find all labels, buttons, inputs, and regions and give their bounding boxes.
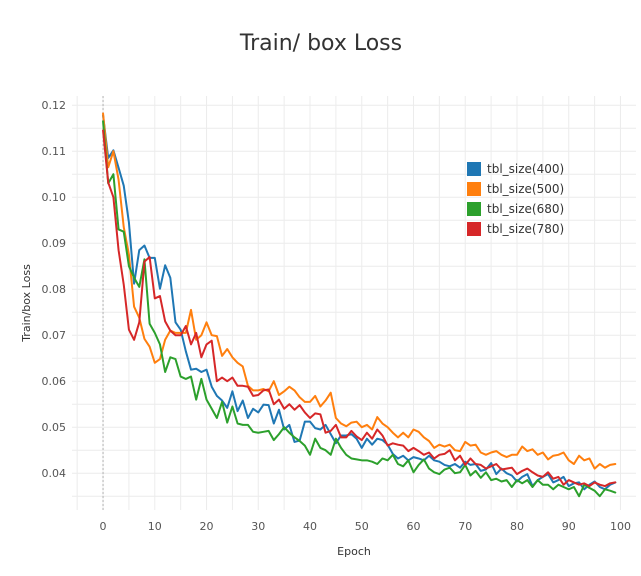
x-tick-label: 100 bbox=[610, 520, 631, 533]
legend-label: tbl_size(680) bbox=[487, 202, 564, 216]
legend-label: tbl_size(780) bbox=[487, 222, 564, 236]
y-tick-label: 0.04 bbox=[42, 467, 67, 480]
y-tick-label: 0.09 bbox=[42, 237, 67, 250]
series-line bbox=[102, 129, 617, 488]
series-group bbox=[102, 112, 617, 498]
x-tick-label: 80 bbox=[510, 520, 524, 533]
x-axis-label: Epoch bbox=[337, 545, 371, 558]
series-line bbox=[102, 120, 617, 498]
y-tick-label: 0.10 bbox=[42, 191, 67, 204]
x-tick-label: 90 bbox=[562, 520, 576, 533]
series-line bbox=[102, 112, 617, 470]
legend-label: tbl_size(400) bbox=[487, 162, 564, 176]
x-tick-label: 30 bbox=[251, 520, 265, 533]
series-line bbox=[102, 114, 617, 491]
x-tick-label: 70 bbox=[458, 520, 472, 533]
y-tick-label: 0.06 bbox=[42, 375, 67, 388]
legend-swatch bbox=[467, 162, 481, 176]
x-axis-ticks: 0 10 20 30 40 50 60 70 80 90 100 bbox=[100, 520, 631, 533]
legend-swatch bbox=[467, 202, 481, 216]
x-tick-label: 10 bbox=[148, 520, 162, 533]
legend-swatch bbox=[467, 222, 481, 236]
y-tick-label: 0.07 bbox=[42, 329, 67, 342]
legend: tbl_size(400) tbl_size(500) tbl_size(680)t… bbox=[467, 162, 564, 236]
x-tick-label: 20 bbox=[200, 520, 214, 533]
y-tick-label: 0.11 bbox=[42, 145, 67, 158]
chart-title: Train/ box Loss bbox=[239, 31, 402, 56]
x-tick-label: 40 bbox=[303, 520, 317, 533]
y-axis-label: Train/box Loss bbox=[20, 264, 33, 343]
x-tick-label: 50 bbox=[355, 520, 369, 533]
y-axis-ticks: 0.04 0.05 0.06 0.07 0.08 0.09 0.10 0.11 0.12 bbox=[42, 99, 67, 480]
y-tick-label: 0.05 bbox=[42, 421, 67, 434]
legend-label: tbl_size(500) bbox=[487, 182, 564, 196]
x-tick-label: 0 bbox=[100, 520, 107, 533]
y-tick-label: 0.12 bbox=[42, 99, 67, 112]
grid bbox=[72, 96, 636, 510]
y-tick-label: 0.08 bbox=[42, 283, 67, 296]
legend-swatch bbox=[467, 182, 481, 196]
x-tick-label: 60 bbox=[407, 520, 421, 533]
